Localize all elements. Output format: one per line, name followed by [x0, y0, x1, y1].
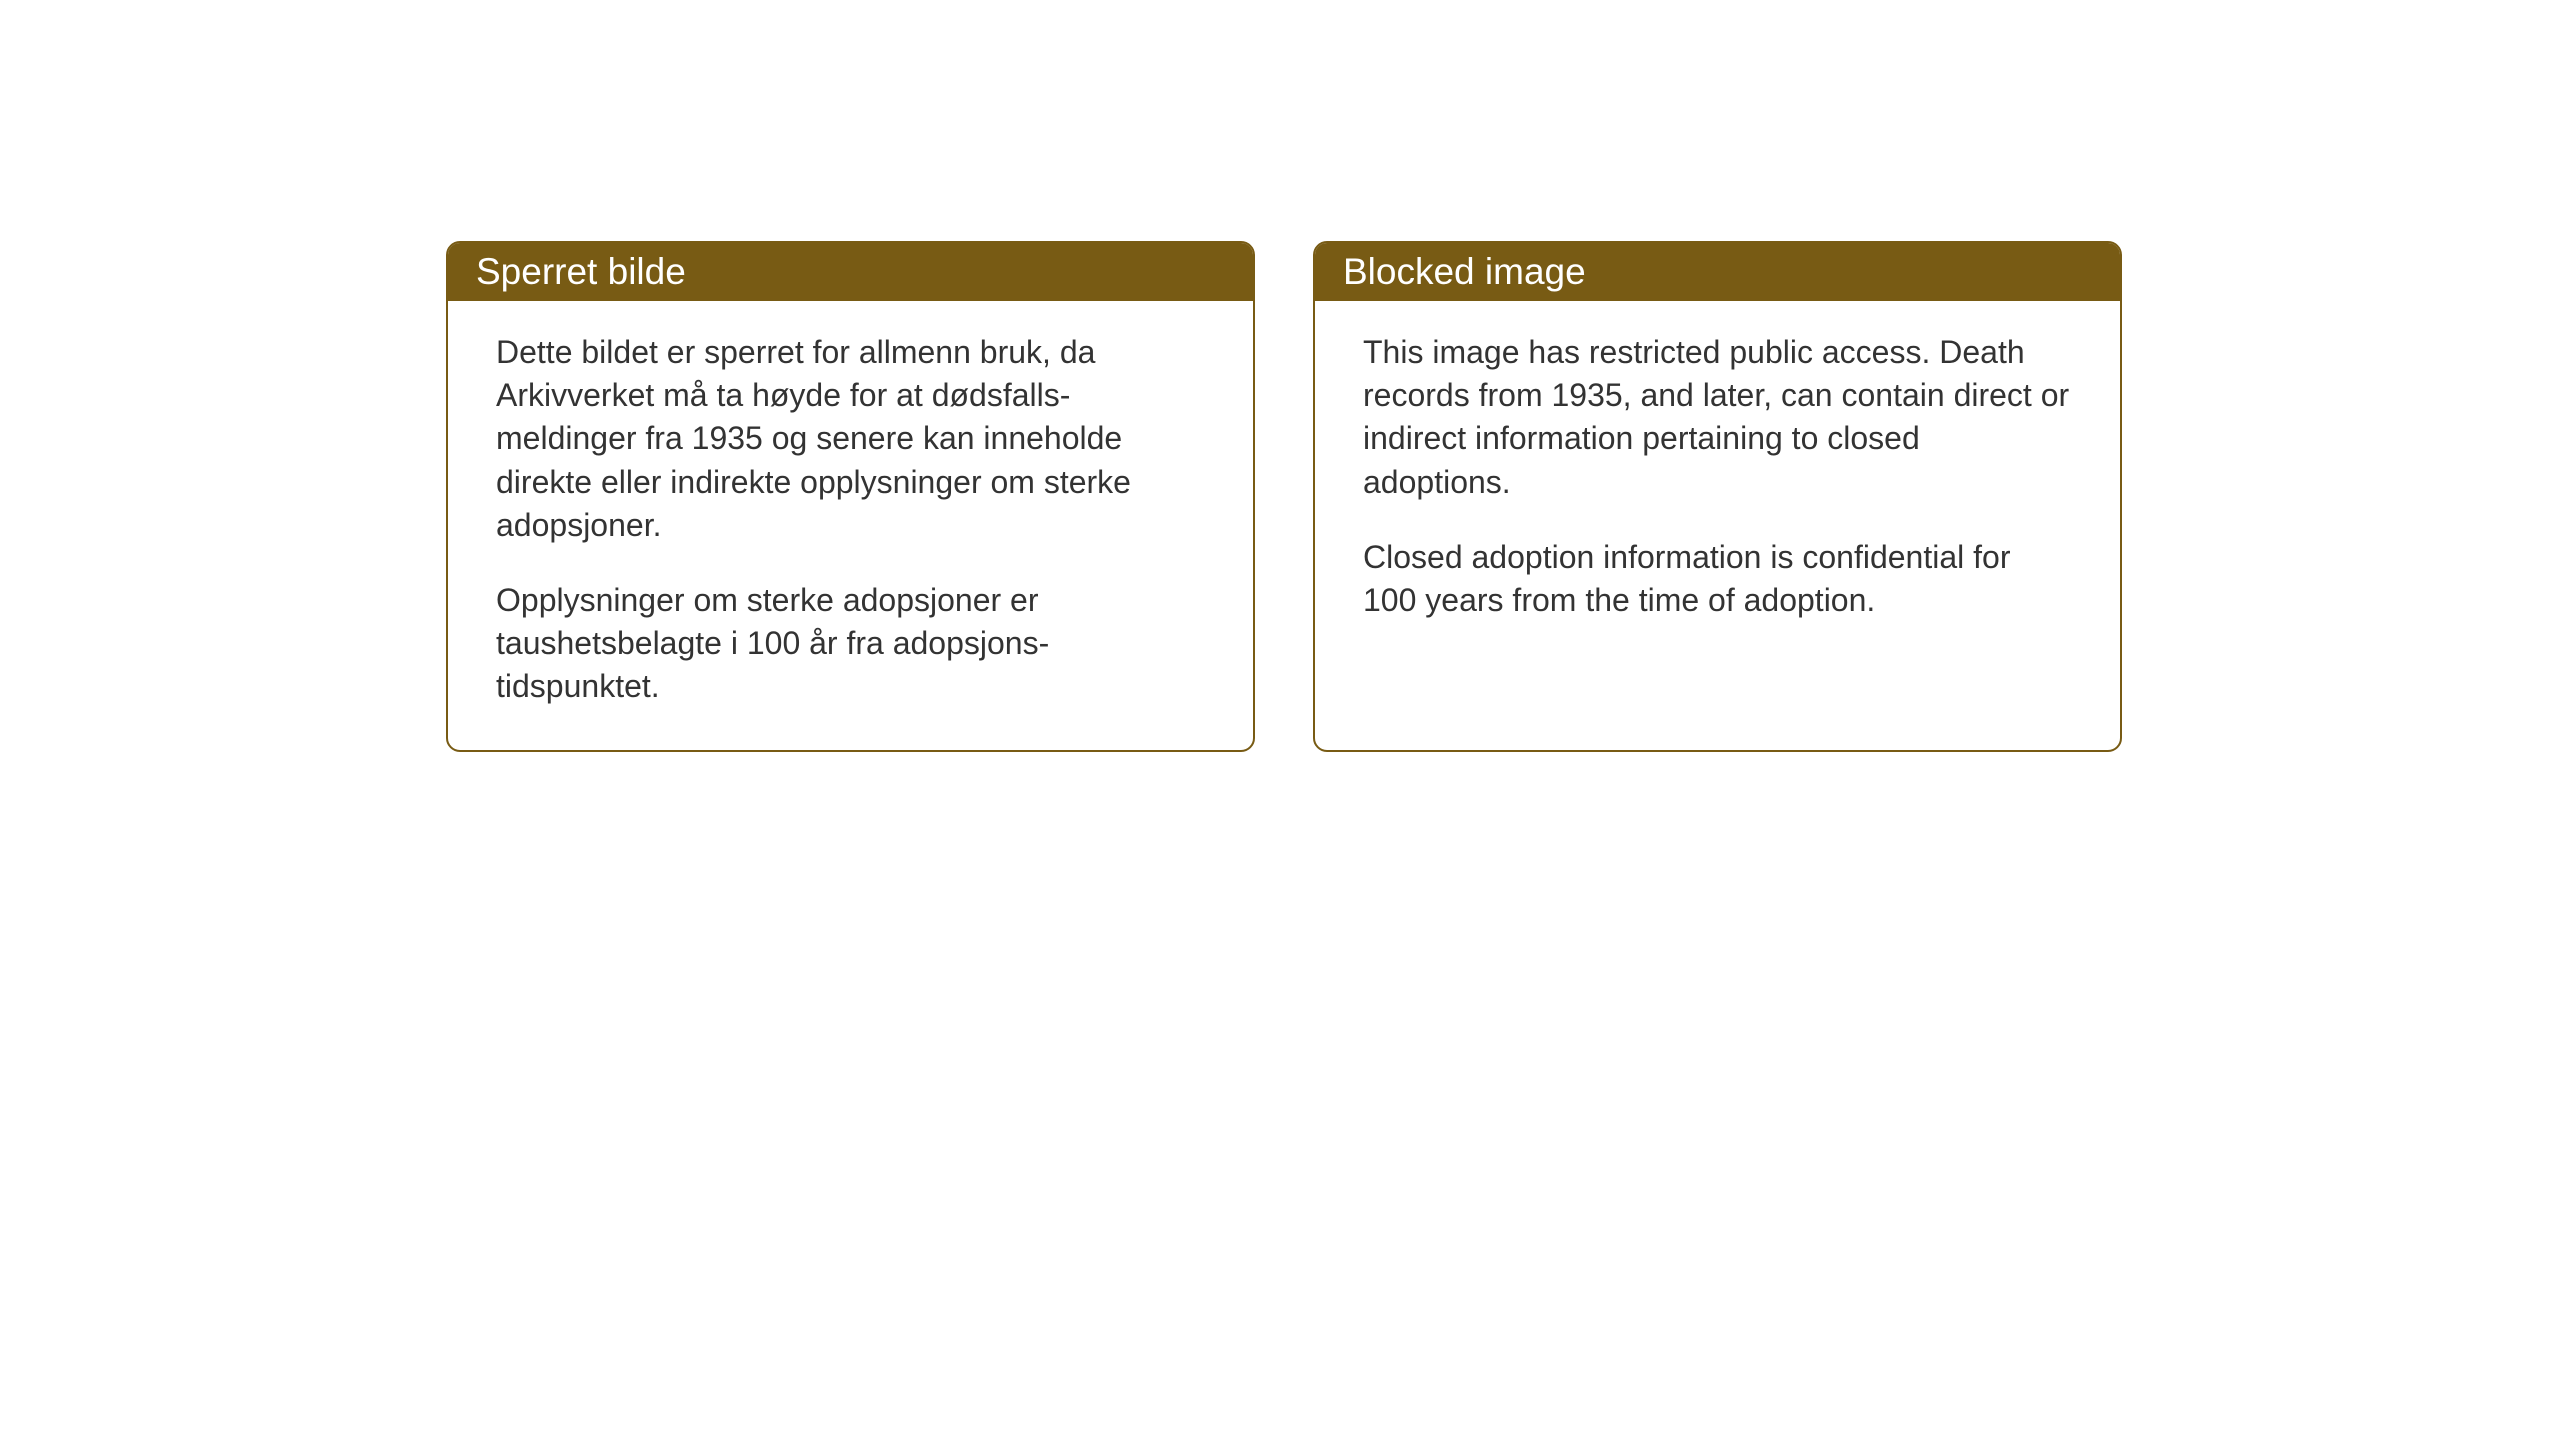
card-paragraph-2-english: Closed adoption information is confident… [1363, 536, 2072, 622]
card-english: Blocked image This image has restricted … [1313, 241, 2122, 752]
card-body-english: This image has restricted public access.… [1315, 301, 2120, 662]
card-norwegian: Sperret bilde Dette bildet er sperret fo… [446, 241, 1255, 752]
card-body-norwegian: Dette bildet er sperret for allmenn bruk… [448, 301, 1253, 749]
card-header-norwegian: Sperret bilde [448, 243, 1253, 301]
card-header-english: Blocked image [1315, 243, 2120, 301]
cards-container: Sperret bilde Dette bildet er sperret fo… [446, 241, 2122, 752]
card-paragraph-1-norwegian: Dette bildet er sperret for allmenn bruk… [496, 331, 1205, 547]
card-paragraph-1-english: This image has restricted public access.… [1363, 331, 2072, 504]
card-paragraph-2-norwegian: Opplysninger om sterke adopsjoner er tau… [496, 579, 1205, 709]
